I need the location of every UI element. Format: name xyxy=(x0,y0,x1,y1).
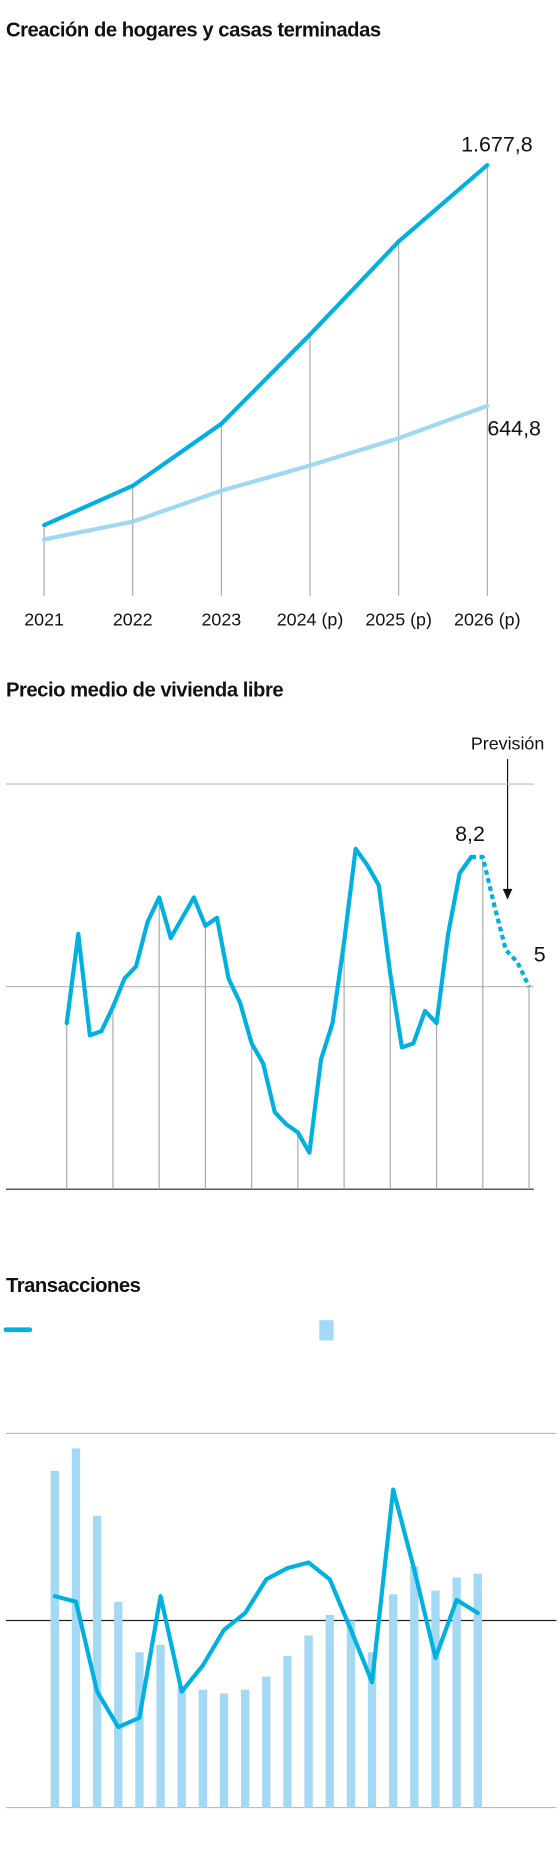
bar xyxy=(389,1594,398,1808)
arrow-head xyxy=(502,888,513,900)
bar xyxy=(50,1470,59,1808)
line xyxy=(42,403,490,542)
x-tick-label: 2022 xyxy=(113,610,153,630)
bar xyxy=(431,1590,440,1808)
annotation: Previsión xyxy=(471,733,544,753)
bar xyxy=(71,1448,81,1808)
legend-swatch-bar xyxy=(319,1320,334,1341)
chart-title: Transacciones xyxy=(6,1275,141,1297)
bar xyxy=(325,1614,334,1808)
bar xyxy=(177,1685,186,1808)
bar xyxy=(367,1652,377,1808)
bar xyxy=(410,1566,419,1808)
value-label: 5 xyxy=(534,942,546,966)
bar xyxy=(135,1652,144,1808)
x-tick-label: 2025 (p) xyxy=(365,610,432,630)
bar xyxy=(262,1676,271,1808)
bar xyxy=(346,1620,356,1808)
chart-title: Creación de hogares y casas terminadas xyxy=(6,19,381,41)
chart-title: Precio medio de vivienda libre xyxy=(6,679,283,701)
bar xyxy=(473,1573,482,1808)
value-label: 1.677,8 xyxy=(461,133,533,157)
line xyxy=(42,162,490,528)
bar xyxy=(452,1577,461,1808)
bar xyxy=(114,1601,123,1808)
bar xyxy=(219,1693,229,1808)
x-tick-label: 2024 (p) xyxy=(277,610,344,630)
value-label: 8,2 xyxy=(455,822,485,846)
value-label: 644,8 xyxy=(487,416,541,440)
bar xyxy=(283,1656,292,1808)
x-tick-label: 2023 xyxy=(202,610,242,630)
line xyxy=(52,1487,480,1730)
bar xyxy=(198,1689,208,1808)
line xyxy=(471,854,531,988)
x-tick-label: 2026 (p) xyxy=(454,610,521,630)
bar xyxy=(92,1515,102,1808)
line xyxy=(64,846,474,1155)
x-tick-label: 2021 xyxy=(24,610,64,630)
bar xyxy=(240,1689,250,1808)
bar xyxy=(304,1635,313,1808)
bar xyxy=(156,1644,165,1808)
